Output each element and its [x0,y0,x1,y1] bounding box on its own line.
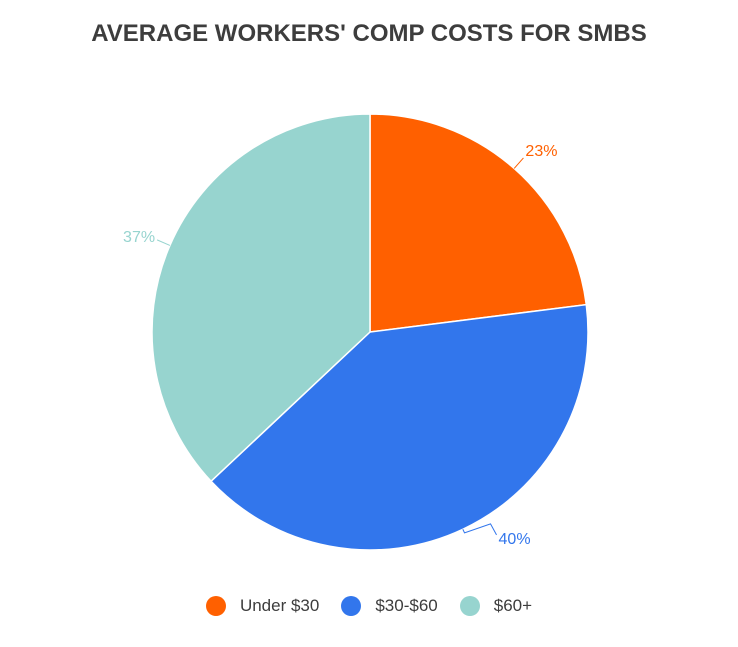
legend-label-under-30: Under $30 [239,596,320,615]
leader-line-60-plus [156,239,171,246]
legend-label-30-60: $30-$60 [375,596,438,615]
legend-label-60-plus: $60+ [493,596,533,615]
legend-swatch-30-60 [341,596,362,616]
legend-swatch-under-30 [205,596,226,616]
legend-swatch-60-plus [459,596,480,616]
pie-slice-30-60[interactable] [210,303,589,551]
leader-line-30-60 [462,523,497,536]
data-label-60-plus: 37% [123,229,155,246]
pie-slice-60-plus[interactable] [151,113,371,483]
legend-item-under-30[interactable]: Under $30 [205,596,320,616]
legend: Under $30 $30-$60 $60+ [0,596,738,616]
data-label-30-60: 40% [499,531,531,548]
leader-line-under-30 [513,157,524,169]
data-label-under-30: 23% [525,143,557,160]
legend-item-60-plus[interactable]: $60+ [459,596,533,616]
chart-title: AVERAGE WORKERS' COMP COSTS FOR SMBS [91,20,647,47]
legend-item-30-60[interactable]: $30-$60 [341,596,438,616]
